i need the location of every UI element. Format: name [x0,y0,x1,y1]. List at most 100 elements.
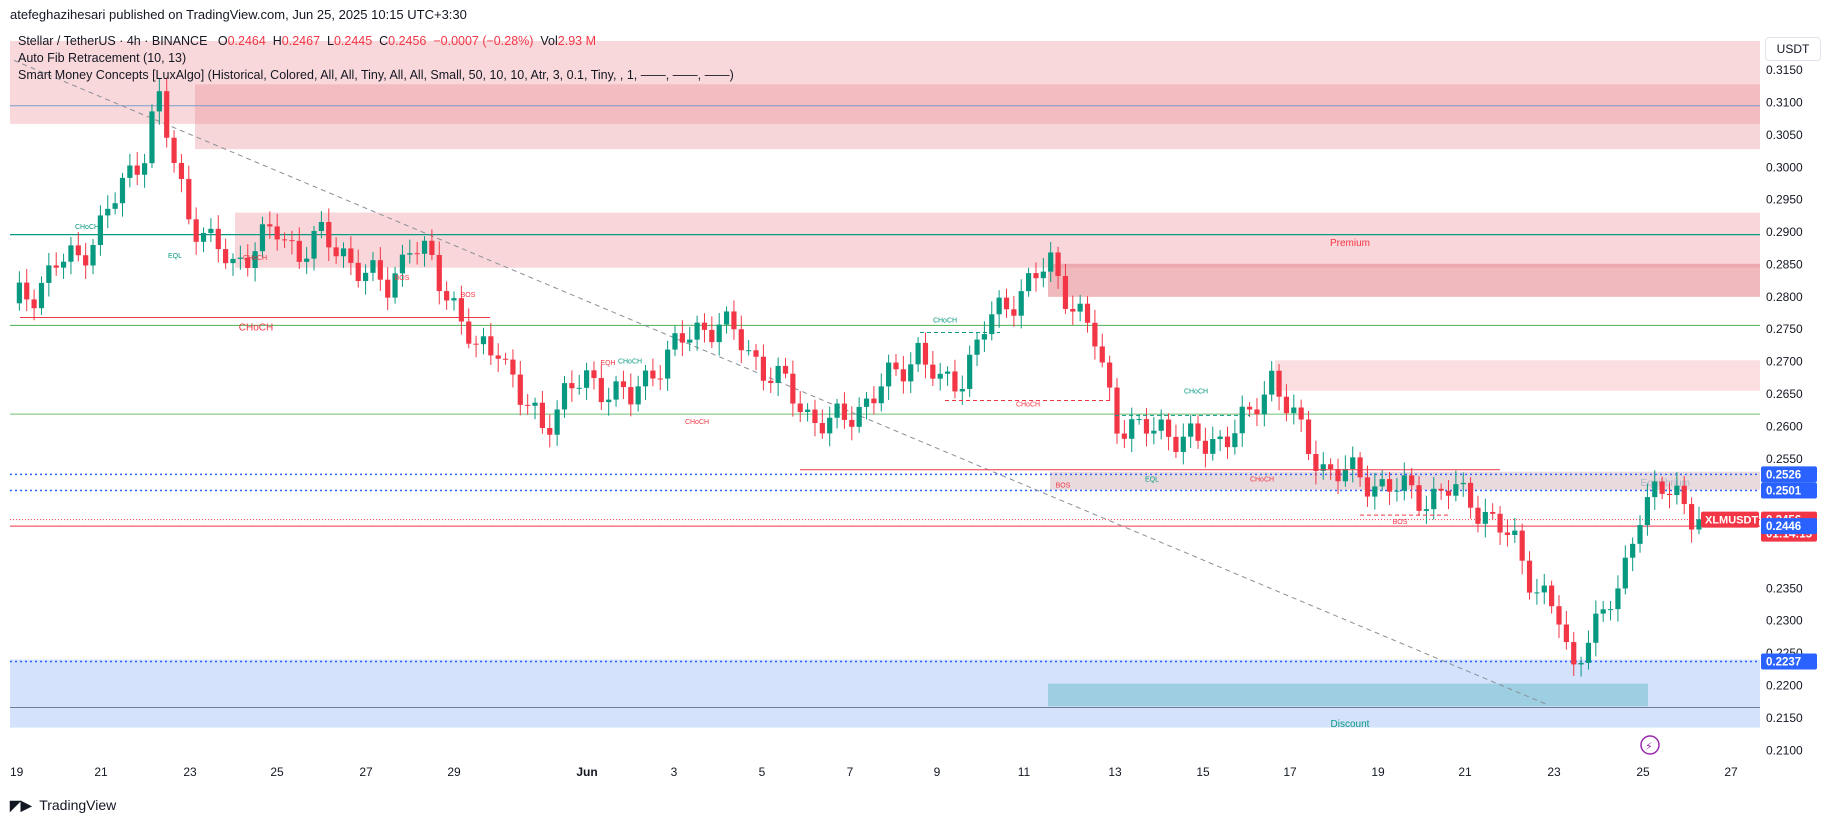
candle-body[interactable] [1482,511,1488,524]
candle-body[interactable] [1232,433,1238,448]
candle-body[interactable] [245,257,251,268]
candle-body[interactable] [1659,481,1665,494]
candle-body[interactable] [701,322,708,330]
candle-body[interactable] [304,258,310,262]
candle-body[interactable] [1549,585,1555,607]
candle-body[interactable] [348,248,354,263]
candle-body[interactable] [606,399,612,403]
candle-body[interactable] [1431,488,1437,510]
candle-body[interactable] [819,423,825,434]
candle-body[interactable] [1689,504,1695,530]
candle-body[interactable] [1173,436,1179,452]
candle-body[interactable] [46,265,52,283]
candle-body[interactable] [1674,485,1680,496]
candle-body[interactable] [407,253,413,255]
candle-body[interactable] [547,427,553,435]
candle-body[interactable] [746,350,752,352]
candle-body[interactable] [561,383,568,410]
candle-body[interactable] [1099,346,1105,363]
candle-body[interactable] [259,224,266,252]
candle-body[interactable] [142,163,148,175]
candle-body[interactable] [75,245,81,256]
candle-body[interactable] [1276,370,1282,397]
candle-body[interactable] [915,342,921,365]
candle-body[interactable] [1261,394,1267,415]
candle-body[interactable] [488,336,494,356]
candle-body[interactable] [1438,488,1444,491]
candle-body[interactable] [539,402,545,428]
candle-body[interactable] [281,239,288,241]
candle-body[interactable] [1195,423,1201,441]
candle-body[interactable] [230,258,236,264]
candle-body[interactable] [502,358,509,360]
candle-body[interactable] [1026,273,1032,292]
candle-body[interactable] [38,282,45,309]
candle-body[interactable] [709,329,715,343]
candle-body[interactable] [944,371,951,374]
candle-body[interactable] [112,203,118,209]
candle-body[interactable] [716,324,722,343]
candle-body[interactable] [1364,477,1371,497]
candle-body[interactable] [1357,457,1363,478]
indicator-smc[interactable]: Smart Money Concepts [LuxAlgo] (Historic… [18,68,734,82]
candle-body[interactable] [849,419,855,427]
candle-body[interactable] [628,387,634,405]
candle-body[interactable] [1298,407,1304,420]
candle-body[interactable] [421,240,428,254]
candle-body[interactable] [665,349,671,379]
candle-body[interactable] [208,228,214,233]
candle-body[interactable] [1335,469,1341,482]
candle-body[interactable] [1556,606,1562,625]
candle-body[interactable] [922,342,929,365]
candle-body[interactable] [510,359,516,375]
candle-body[interactable] [473,343,479,345]
candle-body[interactable] [1305,419,1312,454]
candle-body[interactable] [900,369,906,382]
candle-body[interactable] [694,322,700,340]
candle-body[interactable] [738,329,744,351]
candle-body[interactable] [60,261,67,268]
candle-body[interactable] [296,240,302,262]
candle-body[interactable] [16,282,22,304]
candle-body[interactable] [760,356,766,381]
candle-body[interactable] [1077,303,1083,312]
candle-body[interactable] [1416,485,1422,511]
tradingview-logo[interactable]: ◤▶ TradingView [10,797,116,814]
candle-body[interactable] [871,398,877,404]
candle-body[interactable] [429,240,435,255]
candle-body[interactable] [83,255,89,266]
candle-body[interactable] [1615,588,1621,610]
candle-body[interactable] [333,247,339,257]
candle-body[interactable] [370,260,376,273]
candle-body[interactable] [1328,464,1334,470]
candle-body[interactable] [1409,475,1415,486]
candle-body[interactable] [178,162,185,179]
candle-body[interactable] [554,409,560,435]
trend-line[interactable] [13,59,1549,706]
candle-body[interactable] [1468,482,1474,508]
candle-body[interactable] [1040,271,1046,279]
candle-body[interactable] [1644,497,1650,526]
candle-body[interactable] [1033,273,1039,279]
candle-body[interactable] [90,245,96,266]
candle-body[interactable] [1269,370,1275,395]
candle-body[interactable] [193,219,199,242]
candle-body[interactable] [1453,484,1459,496]
candle-body[interactable] [105,208,111,216]
candle-body[interactable] [1180,436,1186,452]
candle-body[interactable] [797,403,803,412]
candle-body[interactable] [1342,468,1348,482]
candle-body[interactable] [340,248,347,257]
candle-body[interactable] [1490,511,1496,514]
candle-body[interactable] [790,373,796,404]
candle-body[interactable] [1379,479,1385,487]
candle-body[interactable] [1350,457,1356,469]
candle-body[interactable] [318,221,324,231]
candle-body[interactable] [1247,406,1253,410]
candle-body[interactable] [1011,309,1017,316]
candle-body[interactable] [805,409,811,412]
candle-body[interactable] [237,257,243,259]
candle-body[interactable] [1666,493,1673,496]
symbol-legend[interactable]: Stellar / TetherUS · 4h · BINANCE O0.246… [18,34,596,48]
